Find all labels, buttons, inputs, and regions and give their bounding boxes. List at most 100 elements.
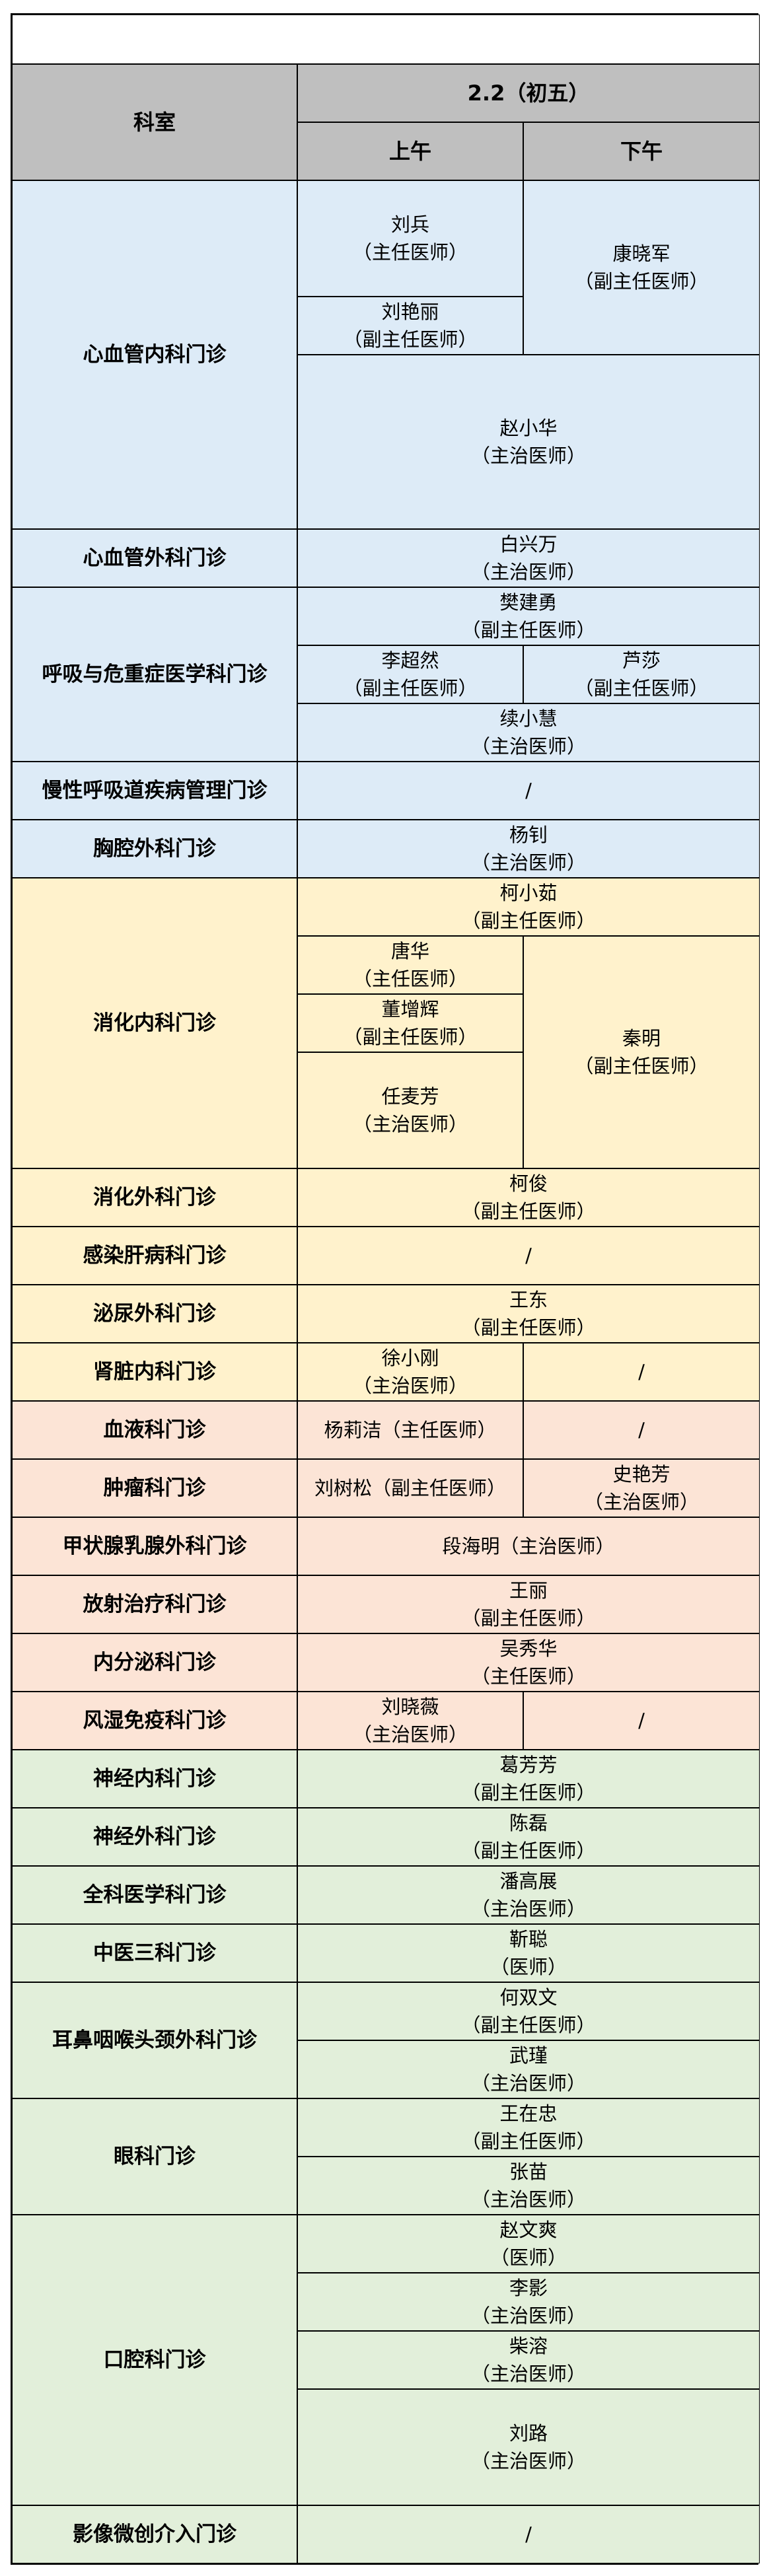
no-clinic-mark: / xyxy=(638,1709,645,1732)
doctor-cell: 李影 （主治医师） xyxy=(297,2273,760,2331)
doctor-name: 王在忠 xyxy=(499,2102,558,2125)
doctor-cell: 潘高展 （主治医师） xyxy=(297,1866,760,1924)
department-name: 慢性呼吸道疾病管理门诊 xyxy=(12,762,297,820)
doctor-title: （副主任医师） xyxy=(461,619,596,641)
doctor-cell: 赵小华 （主治医师） xyxy=(297,355,760,529)
doctor-cell: 李超然 （副主任医师） xyxy=(297,645,523,703)
doctor-title: （医师） xyxy=(490,1956,567,1978)
doctor-cell: 任麦芳 （主治医师） xyxy=(297,1052,523,1168)
doctor-cell: 刘艳丽 （副主任医师） xyxy=(297,297,523,355)
doctor-name: 刘路 xyxy=(509,2421,548,2445)
doctor-cell: 唐华 （主任医师） xyxy=(297,936,523,994)
doctor-name: 李影 xyxy=(509,2276,548,2299)
doctor-name: 柯俊 xyxy=(509,1172,548,1195)
doctor-cell: 柴溶 （主治医师） xyxy=(297,2331,760,2389)
doctor-cell: 段海明（主治医师） xyxy=(297,1517,760,1575)
department-name: 肿瘤科门诊 xyxy=(12,1459,297,1517)
doctor-name: 柴溶 xyxy=(509,2334,548,2357)
doctor-cell: 秦明 （副主任医师） xyxy=(523,936,760,1168)
doctor-title: （主治医师） xyxy=(470,445,586,467)
doctor-cell: 何双文 （副主任医师） xyxy=(297,1982,760,2040)
empty-slot: / xyxy=(523,1692,760,1750)
doctor-cell: 陈磊 （副主任医师） xyxy=(297,1808,760,1866)
empty-slot: / xyxy=(523,1343,760,1401)
doctor-cell: 武瑾 （主治医师） xyxy=(297,2040,760,2098)
department-name: 口腔科门诊 xyxy=(12,2215,297,2505)
department-name: 泌尿外科门诊 xyxy=(12,1285,297,1343)
doctor-title: （主治医师） xyxy=(470,2072,586,2094)
doctor-name: 吴秀华 xyxy=(499,1637,558,1660)
doctor-name: 任麦芳 xyxy=(381,1085,439,1108)
doctor-cell: 王在忠 （副主任医师） xyxy=(297,2098,760,2157)
header-am: 上午 xyxy=(297,122,523,180)
doctor-name: 史艳芳 xyxy=(612,1462,671,1485)
doctor-title: （主治医师） xyxy=(352,1113,468,1135)
doctor-cell: 史艳芳 （主治医师） xyxy=(523,1459,760,1517)
doctor-cell: 靳聪 （医师） xyxy=(297,1924,760,1982)
doctor-name: 杨莉洁（主任医师） xyxy=(324,1418,497,1441)
doctor-name: 武瑾 xyxy=(509,2044,548,2067)
department-name: 甲状腺乳腺外科门诊 xyxy=(12,1517,297,1575)
no-clinic-mark: / xyxy=(638,1418,645,1441)
doctor-name: 徐小刚 xyxy=(381,1346,439,1369)
doctor-cell: 杨莉洁（主任医师） xyxy=(297,1401,523,1459)
doctor-name: 靳聪 xyxy=(509,1927,548,1950)
doctor-name: 张苗 xyxy=(509,2160,548,2183)
title-row xyxy=(12,15,760,64)
department-name: 消化内科门诊 xyxy=(12,878,297,1168)
doctor-title: （副主任医师） xyxy=(343,677,478,699)
doctor-title: （副主任医师） xyxy=(461,2130,596,2153)
doctor-name: 康晓军 xyxy=(612,242,671,265)
department-name: 感染肝病科门诊 xyxy=(12,1227,297,1285)
doctor-name: 柯小茹 xyxy=(499,881,558,904)
doctor-title: （副主任医师） xyxy=(461,1200,596,1223)
doctor-cell: 白兴万 （主治医师） xyxy=(297,529,760,587)
doctor-name: 李超然 xyxy=(381,649,439,672)
department-name: 消化外科门诊 xyxy=(12,1168,297,1227)
empty-slot: / xyxy=(297,2505,760,2563)
no-clinic-mark: / xyxy=(525,779,532,802)
department-name: 耳鼻咽喉头颈外科门诊 xyxy=(12,1982,297,2098)
doctor-name: 秦明 xyxy=(622,1026,661,1050)
doctor-title: （医师） xyxy=(490,2246,567,2269)
doctor-title: （主治医师） xyxy=(470,561,586,583)
doctor-cell: 刘兵 （主任医师） xyxy=(297,180,523,297)
doctor-title: （副主任医师） xyxy=(574,1055,709,1077)
doctor-title: （主治医师） xyxy=(583,1491,699,1513)
doctor-title: （副主任医师） xyxy=(461,1781,596,1804)
doctor-name: 樊建勇 xyxy=(499,590,558,614)
no-clinic-mark: / xyxy=(525,1244,532,1267)
doctor-cell: 葛芳芳 （副主任医师） xyxy=(297,1750,760,1808)
doctor-title: （主治医师） xyxy=(470,851,586,874)
doctor-title: （主治医师） xyxy=(470,735,586,758)
doctor-name: 刘艳丽 xyxy=(381,300,439,323)
doctor-name: 刘兵 xyxy=(390,213,429,236)
doctor-title: （副主任医师） xyxy=(343,1026,478,1048)
empty-slot: / xyxy=(297,1227,760,1285)
doctor-cell: 柯俊 （副主任医师） xyxy=(297,1168,760,1227)
doctor-name: 芦莎 xyxy=(622,649,661,672)
doctor-name: 葛芳芳 xyxy=(499,1753,558,1776)
doctor-name: 赵文爽 xyxy=(499,2218,558,2241)
doctor-cell: 杨钊 （主治医师） xyxy=(297,820,760,878)
doctor-title: （副主任医师） xyxy=(461,910,596,932)
doctor-title: （主任医师） xyxy=(352,241,468,264)
doctor-name: 刘树松（副主任医师） xyxy=(314,1476,506,1499)
doctor-title: （副主任医师） xyxy=(343,328,478,351)
doctor-title: （主治医师） xyxy=(470,2188,586,2211)
no-clinic-mark: / xyxy=(638,1360,645,1383)
doctor-name: 赵小华 xyxy=(499,416,558,439)
doctor-name: 白兴万 xyxy=(499,532,558,555)
doctor-title: （副主任医师） xyxy=(574,270,709,293)
doctor-cell: 续小慧 （主治医师） xyxy=(297,703,760,762)
doctor-cell: 徐小刚 （主治医师） xyxy=(297,1343,523,1401)
doctor-title: （副主任医师） xyxy=(461,1316,596,1339)
doctor-cell: 樊建勇 （副主任医师） xyxy=(297,587,760,645)
department-name: 心血管外科门诊 xyxy=(12,529,297,587)
doctor-cell: 芦莎 （副主任医师） xyxy=(523,645,760,703)
department-name: 内分泌科门诊 xyxy=(12,1633,297,1692)
department-name: 影像微创介入门诊 xyxy=(12,2505,297,2563)
department-name: 全科医学科门诊 xyxy=(12,1866,297,1924)
doctor-cell: 吴秀华 （主任医师） xyxy=(297,1633,760,1692)
doctor-name: 唐华 xyxy=(390,939,429,962)
